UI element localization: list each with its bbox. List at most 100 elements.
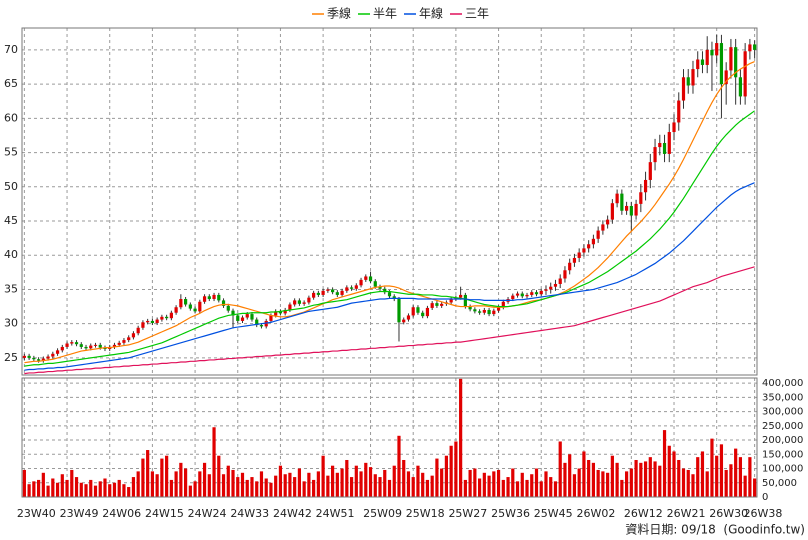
candle-body <box>411 307 415 316</box>
x-tick-label: 24W33 <box>230 507 269 520</box>
candle-body <box>264 320 268 327</box>
y-tick-label: 35 <box>4 282 18 295</box>
volume-bar <box>297 468 302 497</box>
candle-body <box>710 49 714 56</box>
candle-body <box>193 308 197 312</box>
candle-body <box>686 77 690 86</box>
volume-bar <box>662 430 667 497</box>
volume-bar <box>32 481 36 497</box>
volume-bar <box>648 457 652 497</box>
volume-bar <box>444 455 449 497</box>
candle-body <box>662 142 667 154</box>
panel-frame <box>21 27 758 376</box>
volume-bar <box>696 457 700 497</box>
candle-body <box>198 301 202 312</box>
candle-body <box>131 333 136 338</box>
x-tick-label: 25W18 <box>406 507 445 520</box>
candle-body <box>103 347 107 349</box>
volume-bar <box>691 474 695 497</box>
volume-bar <box>539 481 543 497</box>
volume-bar <box>231 469 235 497</box>
y2-tick-label: 150,000 <box>762 449 803 460</box>
candle-body <box>449 299 453 303</box>
volume-bar <box>136 471 140 497</box>
volume-bar <box>193 481 197 497</box>
volume-bar <box>615 462 619 497</box>
volume-bar <box>259 471 264 497</box>
volume-bar <box>591 462 596 497</box>
candle-body <box>534 292 539 295</box>
candle-body <box>383 288 387 293</box>
footer: 資料日期: 09/18 (Goodinfo.tw) <box>625 523 805 537</box>
candle-body <box>715 43 719 56</box>
volume-bar <box>364 462 368 497</box>
candle-body <box>307 297 311 303</box>
volume-bar <box>65 479 69 497</box>
candle-body <box>122 340 126 343</box>
volume-bar <box>582 451 586 497</box>
volume-bar <box>55 482 60 497</box>
candle-body <box>207 296 211 300</box>
candle-body <box>568 262 572 271</box>
candle-body <box>729 47 733 71</box>
volume-bar <box>226 465 230 497</box>
candle-body <box>79 344 83 347</box>
volume-bar <box>183 468 188 497</box>
x-tick-label: 25W45 <box>534 507 573 520</box>
candle-body <box>321 290 325 295</box>
volume-bar <box>250 477 254 497</box>
candle-body <box>463 294 467 307</box>
volume-bar <box>601 471 605 497</box>
volume-bar <box>202 462 207 497</box>
x-tick-label: 26W12 <box>624 507 663 520</box>
volume-bar <box>349 477 354 497</box>
candle-body <box>55 350 60 354</box>
volume-bar <box>587 459 591 497</box>
candle-body <box>240 317 245 321</box>
candle-body <box>93 344 98 346</box>
candle-body <box>530 292 534 295</box>
candle-body <box>169 312 173 319</box>
candle-body <box>245 314 249 318</box>
ma-line <box>24 60 755 364</box>
volume-bar <box>288 472 292 497</box>
candle-body <box>719 43 724 85</box>
volume-bar <box>553 481 558 497</box>
volume-bar <box>274 475 278 497</box>
volume-bar <box>354 465 358 497</box>
volume-bar <box>715 455 719 497</box>
y2-tick-label: 350,000 <box>762 392 803 403</box>
volume-bar <box>753 478 757 497</box>
price-panel <box>22 28 757 375</box>
y2-tick-label: 100,000 <box>762 464 803 475</box>
candle-body <box>373 281 377 287</box>
volume-bar <box>421 472 425 497</box>
candle-body <box>705 49 709 65</box>
volume-bar <box>383 469 387 497</box>
volume-bar <box>449 445 453 497</box>
volume-bar <box>620 479 624 497</box>
volume-bar <box>359 471 363 497</box>
y2-tick-label: 250,000 <box>762 421 803 432</box>
candle-body <box>691 69 695 86</box>
candle-body <box>117 342 121 345</box>
volume-bar <box>658 465 662 497</box>
volume-bar <box>127 487 131 497</box>
volume-bar <box>525 479 529 497</box>
x-tick-label: 26W30 <box>709 507 748 520</box>
candle-body <box>515 293 520 296</box>
candle-body <box>250 314 254 320</box>
volume-bar <box>207 474 211 497</box>
candle-body <box>136 327 140 334</box>
candle-body <box>146 320 150 323</box>
volume-bar <box>179 462 183 497</box>
x-tick-label: 24W51 <box>316 507 355 520</box>
volume-bar <box>629 468 633 497</box>
candle-body <box>84 346 88 349</box>
volume-bar <box>84 484 88 497</box>
volume-bar <box>738 457 743 497</box>
y-tick-label: 40 <box>4 248 18 261</box>
volume-bar <box>122 484 126 497</box>
volume-bar <box>700 451 705 497</box>
